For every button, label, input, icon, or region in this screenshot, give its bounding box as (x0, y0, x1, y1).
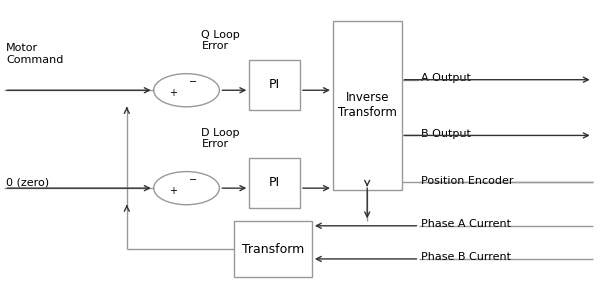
Text: 0 (zero): 0 (zero) (6, 177, 49, 187)
Text: Motor
Command: Motor Command (6, 43, 64, 65)
Bar (333, 21, 401, 190)
Text: Phase B Current: Phase B Current (421, 252, 511, 262)
Text: Position Encoder: Position Encoder (421, 176, 513, 186)
Text: +: + (169, 88, 177, 98)
Text: Phase A Current: Phase A Current (421, 219, 511, 229)
Text: Transform: Transform (242, 243, 304, 256)
Text: Q Loop
Error: Q Loop Error (202, 30, 240, 51)
Bar (249, 60, 300, 110)
Bar (235, 221, 312, 277)
Text: PI: PI (269, 176, 280, 189)
Bar (249, 158, 300, 208)
Text: D Loop
Error: D Loop Error (202, 128, 240, 149)
Text: Inverse
Transform: Inverse Transform (338, 91, 397, 119)
Text: B Output: B Output (421, 129, 470, 139)
Text: −: − (189, 77, 197, 87)
Text: PI: PI (269, 78, 280, 92)
Text: A Output: A Output (421, 73, 470, 83)
Text: −: − (189, 175, 197, 185)
Text: +: + (169, 186, 177, 196)
